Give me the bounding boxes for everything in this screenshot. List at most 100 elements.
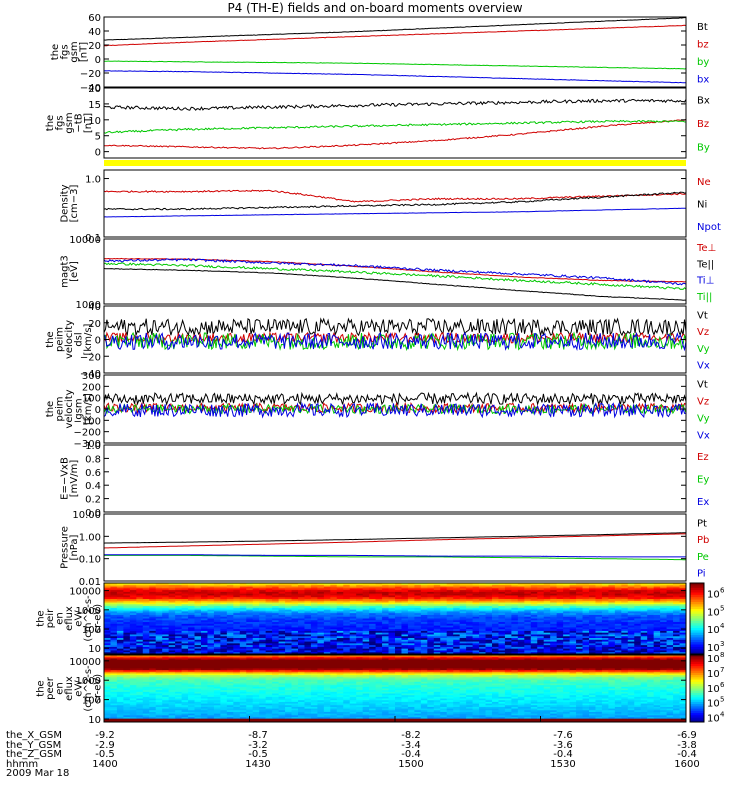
spectrogram-cell — [188, 661, 195, 664]
spectrogram-cell — [543, 627, 551, 630]
spectrogram-cell — [310, 650, 318, 653]
spectrogram-cell — [336, 652, 344, 655]
spectrogram-cell — [336, 650, 344, 653]
spectrogram-cell — [330, 598, 338, 602]
spectrogram-cell — [252, 584, 260, 587]
spectrogram-cell — [259, 661, 267, 664]
spectrogram-cell — [246, 622, 254, 625]
spectrogram-cell — [116, 708, 124, 711]
spectrogram-cell — [272, 598, 279, 602]
spectrogram-cell — [149, 713, 157, 716]
spectrogram-cell — [310, 618, 318, 621]
spectrogram-cell — [207, 716, 215, 720]
spectrogram-cell — [323, 597, 331, 600]
spectrogram-cell — [498, 588, 506, 591]
spectrogram-cell — [375, 595, 383, 598]
spectrogram-cell — [349, 609, 357, 612]
y-tick-label: 0.8 — [85, 454, 101, 465]
spectrogram-cell — [427, 583, 435, 586]
spectrogram-cell — [395, 625, 402, 628]
spectrogram-cell — [673, 648, 680, 651]
spectrogram-cell — [582, 636, 590, 639]
spectrogram-cell — [168, 670, 176, 673]
spectrogram-cell — [479, 597, 486, 600]
spectrogram-cell — [362, 584, 370, 587]
spectrogram-cell — [239, 686, 247, 689]
spectrogram-cell — [563, 643, 570, 646]
spectrogram-cell — [233, 685, 241, 688]
spectrogram-cell — [459, 634, 467, 637]
spectrogram-cell — [362, 629, 370, 632]
spectrogram-cell — [550, 614, 558, 618]
spectrogram-cell — [175, 685, 182, 688]
spectrogram-cell — [207, 586, 215, 589]
spectrogram-cell — [660, 584, 667, 587]
spectrogram-cell — [563, 636, 570, 639]
spectrogram-cell — [330, 609, 338, 612]
spectrogram-cell — [323, 630, 331, 634]
spectrogram-cell — [213, 708, 221, 711]
spectrogram-cell — [123, 695, 131, 698]
spectrogram-cell — [634, 641, 642, 644]
spectrogram-cell — [673, 622, 680, 625]
spectrogram-cell — [162, 668, 170, 671]
spectrogram-cell — [129, 614, 137, 618]
spectrogram-cell — [433, 593, 441, 596]
spectrogram-cell — [181, 588, 189, 591]
spectrogram-cell — [582, 620, 590, 623]
spectrogram-cell — [466, 623, 473, 626]
spectrogram-cell — [207, 698, 215, 701]
spectrogram-cell — [382, 636, 389, 639]
spectrogram-cell — [330, 638, 338, 641]
spectrogram-cell — [472, 618, 480, 621]
spectrogram-cell — [679, 618, 687, 621]
spectrogram-cell — [142, 646, 150, 650]
spectrogram-cell — [427, 586, 435, 589]
spectrogram-cell — [155, 597, 163, 600]
spectrogram-cell — [252, 602, 260, 605]
spectrogram-cell — [162, 634, 170, 637]
spectrogram-cell — [647, 646, 655, 650]
spectrogram-cell — [194, 678, 202, 681]
spectrogram-cell — [298, 591, 305, 595]
spectrogram-cell — [479, 634, 486, 637]
spectrogram-cell — [168, 705, 176, 708]
spectrogram-cell — [343, 641, 351, 644]
spectrogram-cell — [168, 683, 176, 686]
spectrogram-cell — [207, 611, 215, 614]
spectrogram-cell — [272, 683, 279, 686]
spectrogram-cell — [323, 602, 331, 605]
spectrogram-cell — [162, 650, 170, 653]
spectrogram-cell — [356, 614, 364, 618]
spectrogram-cell — [194, 708, 202, 711]
spectrogram-cell — [116, 701, 124, 704]
spectrogram-cell — [278, 703, 286, 706]
spectrogram-cell — [259, 648, 267, 651]
legend-entry: Ni — [697, 200, 707, 211]
spectrogram-cell — [252, 638, 260, 641]
spectrogram-cell — [673, 652, 680, 655]
spectrogram-cell — [492, 613, 499, 616]
spectrogram-cell — [149, 660, 157, 663]
spectrogram-cell — [530, 622, 538, 625]
spectrogram-cell — [259, 614, 267, 618]
spectrogram-cell — [349, 630, 357, 634]
spectrogram-cell — [660, 593, 667, 596]
spectrogram-cell — [362, 611, 370, 614]
spectrogram-cell — [194, 668, 202, 671]
y-tick-label: 0 — [95, 148, 101, 159]
spectrogram-cell — [517, 623, 525, 626]
spectrogram-cell — [323, 622, 331, 625]
spectrogram-cell — [116, 695, 124, 698]
spectrogram-cell — [614, 623, 622, 626]
spectrogram-cell — [175, 683, 182, 686]
spectrogram-cell — [168, 708, 176, 711]
spectrogram-cell — [543, 625, 551, 628]
spectrogram-cell — [330, 650, 338, 653]
spectrogram-cell — [168, 648, 176, 651]
spectrogram-cell — [136, 700, 144, 703]
spectrogram-cell — [129, 701, 137, 704]
spectrogram-cell — [543, 645, 551, 648]
spectrogram-cell — [621, 607, 629, 611]
spectrogram-cell — [492, 622, 499, 625]
